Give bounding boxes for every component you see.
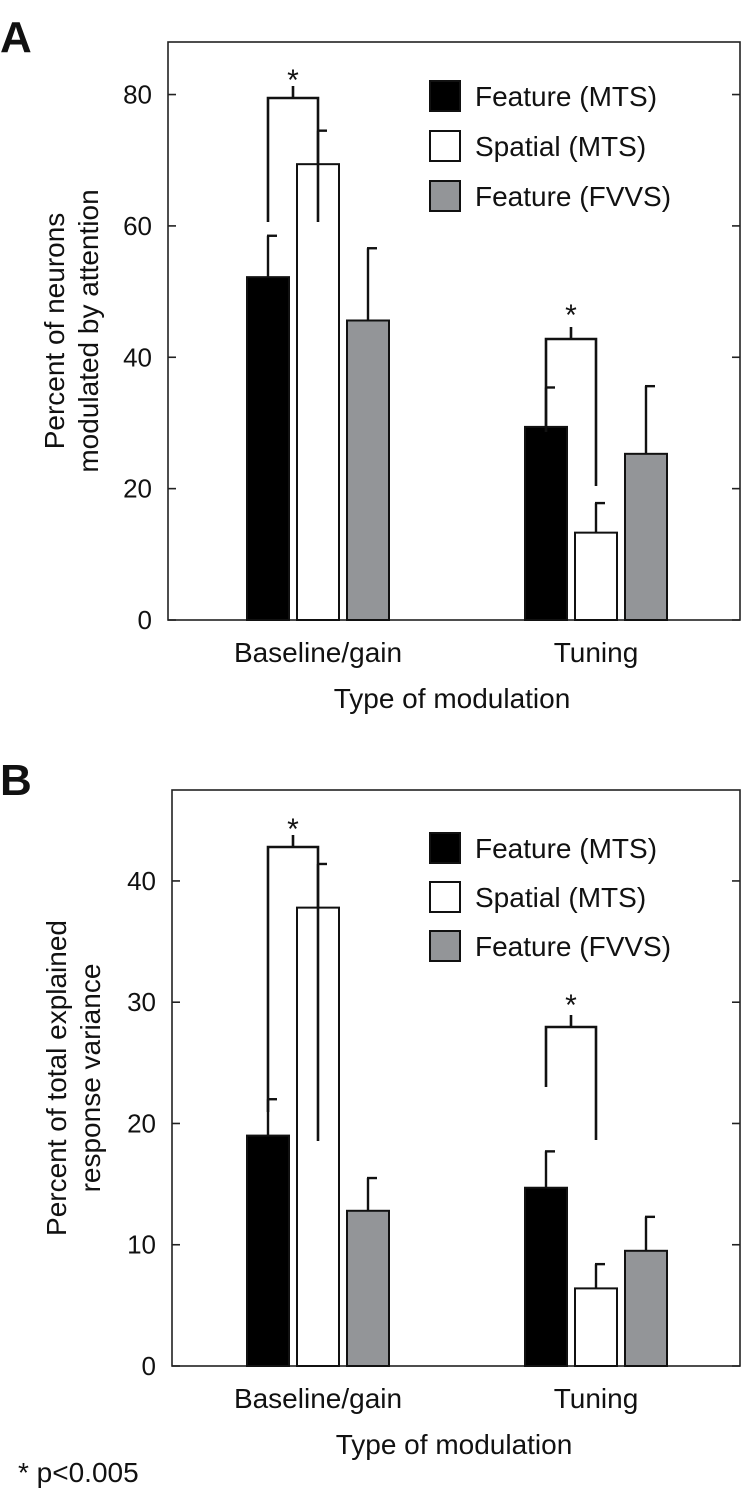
significance-star: * bbox=[287, 813, 299, 846]
plot-frame bbox=[167, 41, 741, 621]
y-tick-label: 30 bbox=[127, 987, 156, 1017]
legend-label: Feature (FVVS) bbox=[475, 181, 671, 212]
x-axis-label: Type of modulation bbox=[334, 683, 571, 714]
y-axis-label-line: Percent of neurons bbox=[39, 213, 70, 450]
legend-swatch bbox=[429, 180, 461, 212]
x-tick-label: Baseline/gain bbox=[234, 637, 402, 668]
y-tick-label: 80 bbox=[123, 80, 152, 110]
y-axis-label-line: response variance bbox=[75, 964, 106, 1193]
legend-swatch bbox=[429, 832, 461, 864]
y-axis-label-line: modulated by attention bbox=[73, 189, 104, 472]
bar bbox=[524, 1186, 568, 1367]
y-tick-label: 20 bbox=[127, 1108, 156, 1138]
y-axis-label: Percent of total explained response varia… bbox=[41, 920, 106, 1236]
significance-star: * bbox=[287, 64, 299, 97]
bar bbox=[346, 1209, 390, 1368]
legend-swatch bbox=[429, 881, 461, 913]
legend-label: Feature (MTS) bbox=[475, 81, 657, 112]
y-tick-label: 0 bbox=[138, 605, 152, 635]
legend-label: Spatial (MTS) bbox=[475, 131, 646, 162]
y-tick-label: 40 bbox=[127, 866, 156, 896]
bar bbox=[624, 1249, 668, 1368]
significance-star: * bbox=[565, 989, 577, 1022]
legend-label: Feature (MTS) bbox=[475, 833, 657, 864]
bar bbox=[346, 319, 390, 621]
y-axis-label-line: Percent of total explained bbox=[41, 920, 72, 1236]
panel-letter: B bbox=[0, 756, 32, 805]
significance-bracket bbox=[544, 1025, 598, 1140]
bar bbox=[296, 163, 340, 621]
y-axis-label: Percent of neurons modulated by attention bbox=[39, 189, 104, 472]
legend-label: Feature (FVVS) bbox=[475, 931, 671, 962]
panel-a: A 0 20 40 60 80 Percent of neurons modulated by… bbox=[0, 13, 741, 714]
bar bbox=[574, 531, 618, 622]
bar bbox=[246, 276, 290, 621]
plot-frame bbox=[171, 789, 741, 1367]
footnote: * p<0.005 bbox=[18, 1457, 139, 1488]
y-tick-label: 10 bbox=[127, 1230, 156, 1260]
bar bbox=[524, 425, 568, 621]
x-tick-label: Baseline/gain bbox=[234, 1383, 402, 1414]
panel-letter: A bbox=[0, 13, 32, 62]
panel-b: B 0 10 20 30 40 Percent of total explained resp… bbox=[0, 756, 741, 1460]
x-tick-label: Tuning bbox=[554, 1383, 639, 1414]
y-tick-label: 60 bbox=[123, 211, 152, 241]
y-tick-label: 0 bbox=[142, 1351, 156, 1381]
significance-star: * bbox=[565, 299, 577, 332]
y-tick-label: 40 bbox=[123, 342, 152, 372]
legend-swatch bbox=[429, 930, 461, 962]
x-tick-label: Tuning bbox=[554, 637, 639, 668]
legend-swatch bbox=[429, 130, 461, 162]
legend-swatch bbox=[429, 80, 461, 112]
bar bbox=[246, 1134, 290, 1367]
legend-label: Spatial (MTS) bbox=[475, 882, 646, 913]
bar bbox=[574, 1287, 618, 1368]
bar bbox=[624, 452, 668, 622]
y-tick-label: 20 bbox=[123, 474, 152, 504]
x-axis-label: Type of modulation bbox=[336, 1429, 573, 1460]
